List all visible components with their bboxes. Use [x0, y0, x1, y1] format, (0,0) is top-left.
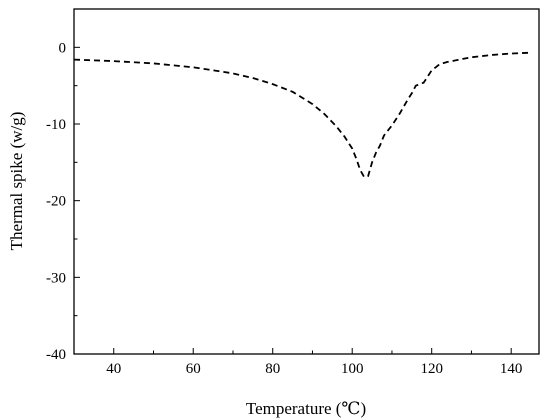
x-tick-label: 100: [341, 361, 364, 377]
x-tick-label: 120: [420, 361, 443, 377]
y-tick-label: -20: [46, 194, 66, 210]
series-line: [73, 51, 532, 178]
x-tick-label: 80: [265, 361, 280, 377]
x-axis-title: Temperature (℃): [246, 399, 366, 418]
y-tick-label: 0: [59, 40, 67, 56]
y-axis-title: Thermal spike (w/g): [7, 112, 26, 251]
y-tick-label: -30: [46, 270, 66, 286]
series-layer: [73, 51, 532, 178]
y-axis-ticks: 0 -10 -20 -30 -40: [46, 40, 80, 363]
y-tick-label: -40: [46, 347, 66, 363]
plot-frame: [73, 8, 540, 355]
x-tick-label: 40: [106, 361, 121, 377]
x-axis-ticks: 40 60 80 100 120 140: [73, 348, 523, 377]
x-tick-label: 60: [186, 361, 201, 377]
y-tick-label: -10: [46, 117, 66, 133]
x-tick-label: 140: [500, 361, 523, 377]
